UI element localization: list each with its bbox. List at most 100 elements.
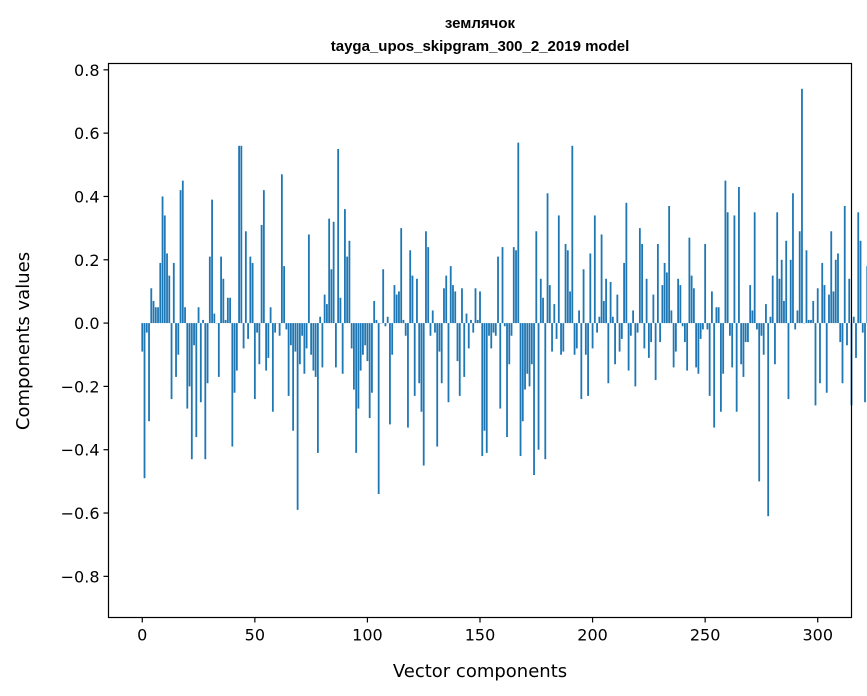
bar (506, 323, 508, 438)
bar (395, 294, 398, 324)
bar (780, 259, 783, 324)
bar (398, 291, 400, 324)
bar (843, 205, 846, 324)
y-tick-label: −0.8 (61, 567, 100, 586)
bar (328, 218, 331, 324)
bar (828, 294, 830, 324)
bar (555, 323, 558, 339)
bar (143, 323, 146, 479)
bar (271, 323, 274, 412)
bar (767, 323, 770, 517)
bar (708, 323, 711, 396)
x-tick-label: 0 (137, 626, 147, 645)
bar (409, 250, 412, 324)
bar (636, 323, 639, 333)
bar (530, 323, 533, 365)
bar (537, 323, 540, 450)
bar (231, 323, 234, 447)
bar (411, 275, 414, 324)
bar (368, 323, 371, 419)
bar (629, 323, 632, 336)
bar (222, 278, 225, 324)
bar (314, 323, 317, 377)
bar (386, 316, 389, 324)
bar (429, 323, 432, 336)
bar (479, 291, 481, 324)
bar (546, 193, 549, 324)
bar (605, 278, 607, 324)
bar (443, 288, 445, 324)
bar (170, 323, 173, 400)
bar (217, 323, 220, 377)
bars-group (141, 88, 867, 517)
bar (578, 310, 580, 324)
bar (404, 323, 407, 336)
bar (476, 319, 479, 324)
bar (787, 323, 790, 400)
x-tick-label: 150 (465, 626, 496, 645)
y-tick-label: 0.8 (74, 61, 99, 80)
bar (740, 323, 743, 365)
bar (744, 323, 747, 343)
bar (483, 323, 486, 431)
bar (733, 215, 736, 324)
bar (825, 323, 828, 393)
bar (359, 323, 362, 371)
bar (724, 180, 727, 324)
bar (159, 262, 162, 324)
x-axis-label: Vector components (393, 661, 567, 682)
bar (157, 307, 159, 324)
bar (177, 323, 180, 355)
bar (418, 323, 421, 384)
bar (598, 316, 601, 324)
bar (569, 291, 571, 324)
bar (269, 307, 272, 324)
bar (846, 323, 848, 346)
bar (301, 323, 304, 336)
bar (262, 190, 265, 324)
bar (672, 323, 675, 368)
chart-title: землячок (445, 15, 516, 32)
bar (377, 323, 380, 495)
bar (274, 323, 277, 333)
bar (573, 323, 576, 355)
bar (600, 234, 603, 324)
bar (742, 323, 745, 377)
bar (524, 323, 526, 390)
bar (591, 323, 594, 349)
bar (650, 323, 653, 343)
bar (400, 228, 403, 324)
bar (335, 323, 337, 368)
bar (515, 250, 517, 324)
bar (449, 266, 452, 324)
bar (240, 145, 243, 324)
bar (753, 212, 756, 324)
bar (834, 259, 837, 324)
bar (589, 253, 592, 324)
bar (832, 291, 835, 324)
bar (445, 275, 448, 324)
bar (618, 323, 621, 352)
bar (348, 240, 351, 324)
bar (481, 323, 484, 457)
bar (454, 291, 457, 324)
bar (285, 323, 288, 330)
bar (571, 145, 574, 324)
bar (260, 224, 263, 324)
bar (566, 250, 569, 324)
bar (704, 243, 707, 324)
bar (461, 288, 463, 324)
bar (220, 256, 222, 324)
bar (864, 323, 866, 403)
bar (535, 231, 538, 324)
bar (181, 180, 184, 324)
bar (510, 323, 513, 336)
plot-area-frame (107, 62, 853, 619)
bar (668, 205, 671, 324)
y-tick-label: −0.2 (61, 377, 100, 396)
bar (175, 323, 177, 377)
bar (278, 323, 281, 336)
bar (416, 278, 418, 324)
bar (776, 212, 779, 324)
